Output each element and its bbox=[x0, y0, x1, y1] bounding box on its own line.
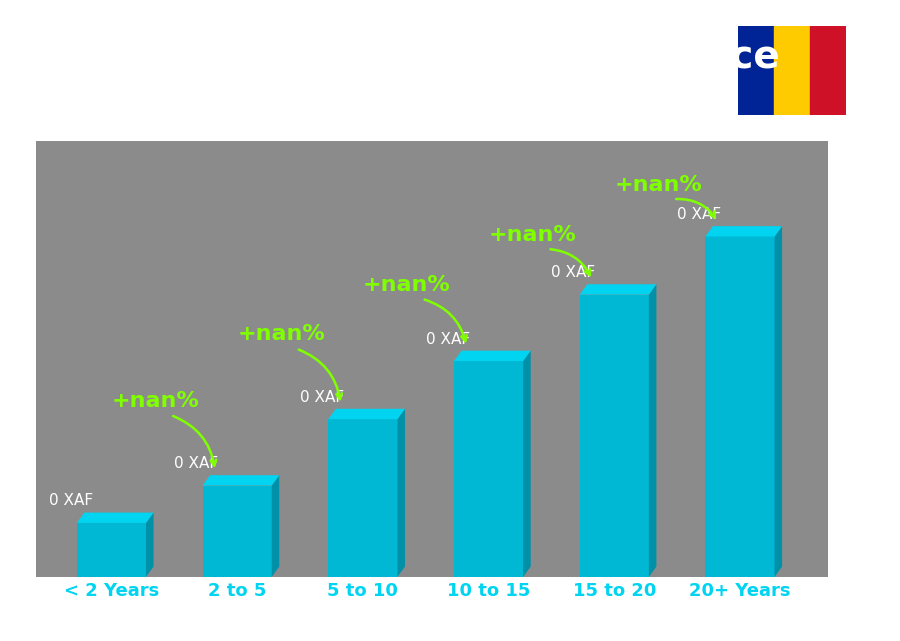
Text: 0 XAF: 0 XAF bbox=[175, 456, 219, 471]
Polygon shape bbox=[706, 226, 782, 237]
Text: Construction Project Planner: Construction Project Planner bbox=[45, 93, 400, 117]
Text: +nan%: +nan% bbox=[363, 274, 451, 295]
Polygon shape bbox=[523, 351, 531, 577]
Text: Salary Comparison By Experience: Salary Comparison By Experience bbox=[45, 38, 779, 76]
Bar bbox=[328, 419, 398, 577]
Text: salaryexplorer.com: salaryexplorer.com bbox=[377, 620, 523, 635]
Polygon shape bbox=[649, 284, 656, 577]
Polygon shape bbox=[398, 409, 405, 577]
Polygon shape bbox=[76, 513, 154, 523]
Text: salary: salary bbox=[373, 620, 425, 635]
Polygon shape bbox=[580, 284, 656, 295]
Bar bbox=[774, 26, 810, 115]
Text: +nan%: +nan% bbox=[112, 391, 199, 411]
Text: 0 XAF: 0 XAF bbox=[49, 494, 93, 508]
Polygon shape bbox=[328, 409, 405, 419]
Bar bbox=[706, 237, 775, 577]
Polygon shape bbox=[146, 513, 154, 577]
Text: Average Monthly Salary: Average Monthly Salary bbox=[860, 246, 873, 395]
Polygon shape bbox=[775, 226, 782, 577]
Text: 0 XAF: 0 XAF bbox=[552, 265, 596, 280]
Bar bbox=[738, 26, 774, 115]
Polygon shape bbox=[272, 475, 279, 577]
Bar bbox=[202, 486, 272, 577]
Bar bbox=[810, 26, 846, 115]
Text: +nan%: +nan% bbox=[238, 324, 325, 344]
Polygon shape bbox=[202, 475, 279, 486]
Polygon shape bbox=[454, 351, 531, 361]
Text: +nan%: +nan% bbox=[489, 225, 576, 245]
Bar bbox=[454, 361, 523, 577]
Text: 0 XAF: 0 XAF bbox=[677, 207, 721, 222]
Text: +nan%: +nan% bbox=[615, 175, 702, 195]
Text: 0 XAF: 0 XAF bbox=[300, 390, 344, 404]
Bar bbox=[76, 523, 146, 577]
Text: 0 XAF: 0 XAF bbox=[426, 331, 470, 347]
Bar bbox=[580, 295, 649, 577]
